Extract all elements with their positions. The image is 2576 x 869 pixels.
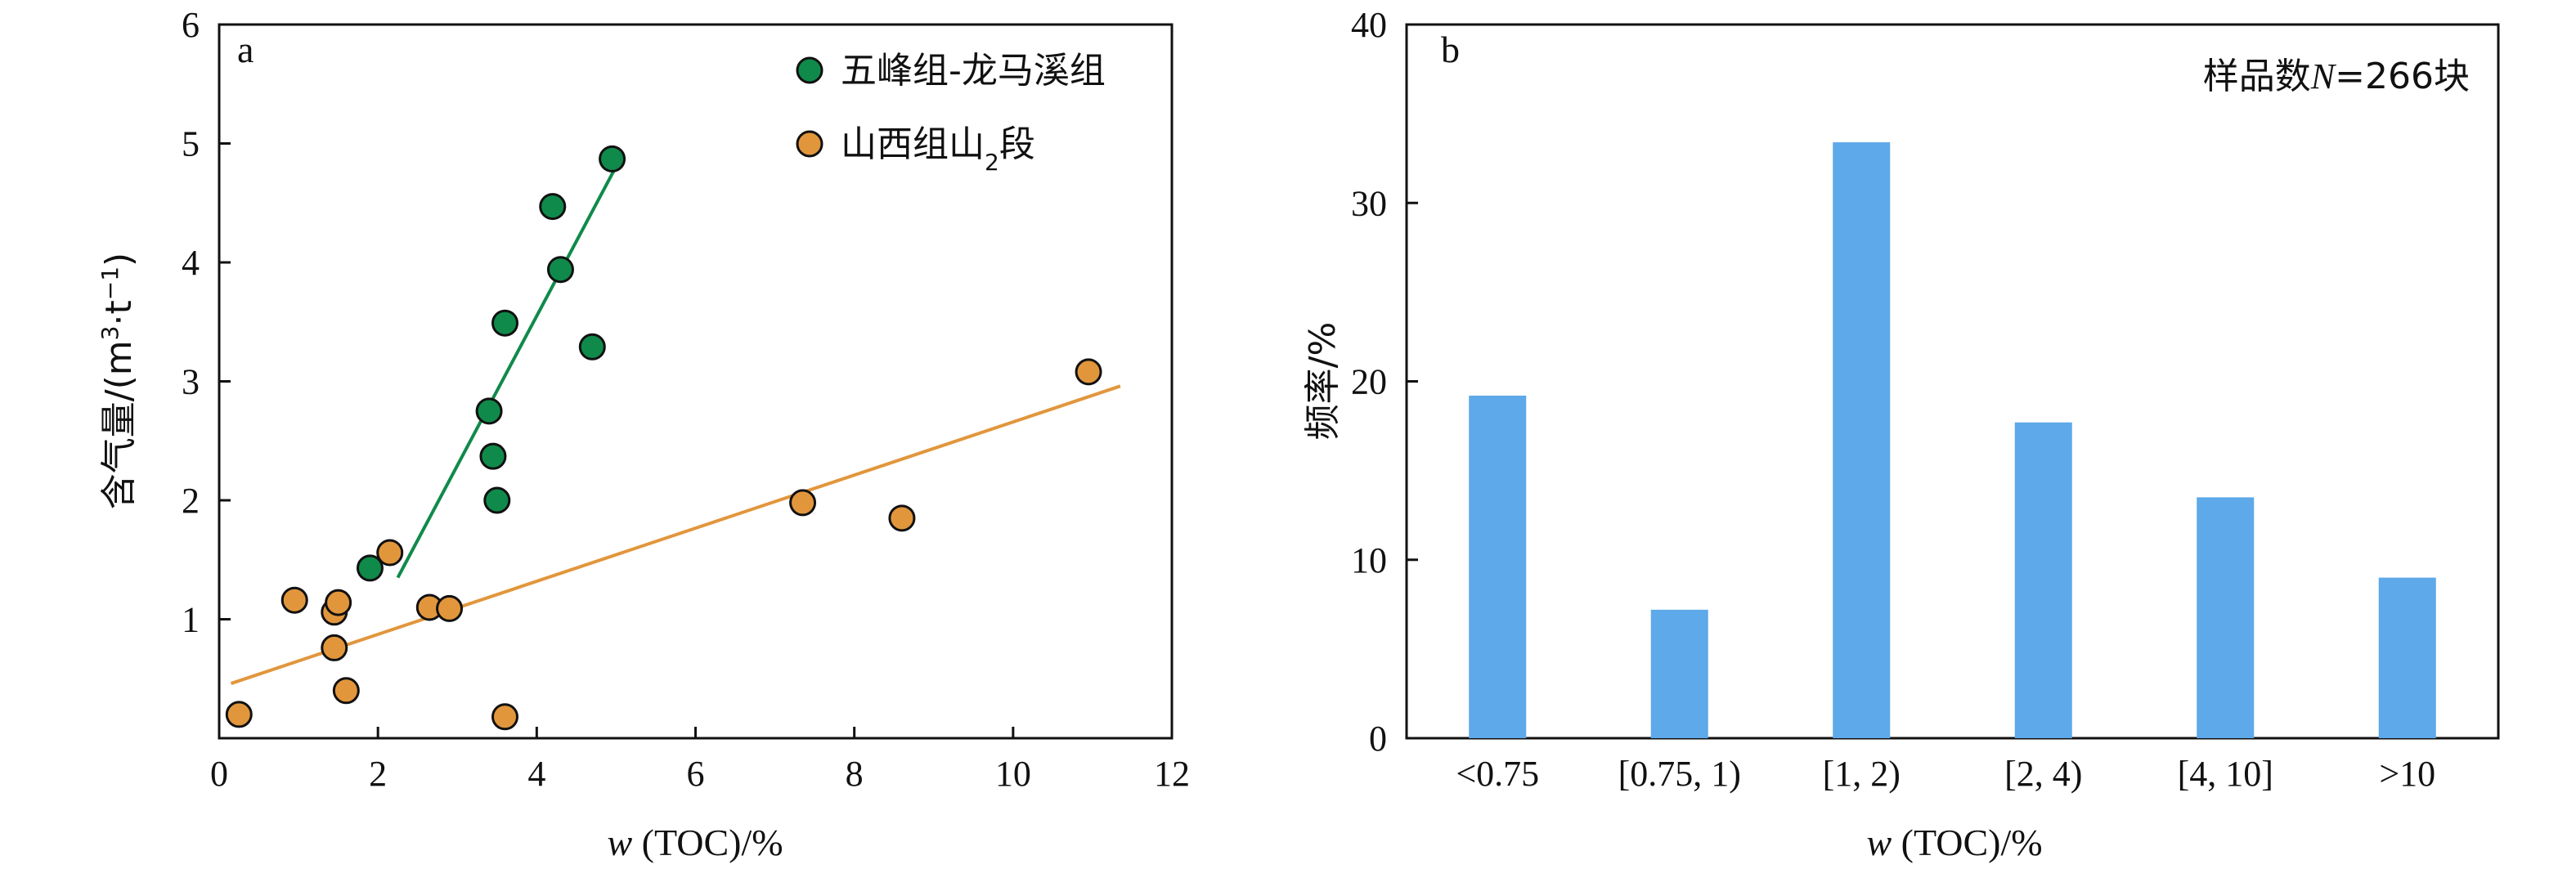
panel-a-y-axis-title-sup2: −1 [96,267,123,300]
panel-a-y-axis-title: 含气量/(m3·t−1) [96,253,141,509]
panel-a-x-tick-label: 12 [1154,754,1190,794]
panel-a-x-ticks: 0 2 4 6 8 10 12 [210,727,1190,794]
trendline-shanxi [230,384,1121,685]
panel-a-y-ticks: 1 2 3 4 5 6 [182,5,231,640]
point-wufeng-longmaxi [479,442,507,470]
panel-a-x-axis-title-italic: w [607,822,632,863]
panel-a-x-tick-label: 8 [846,754,864,794]
panel-a-y-axis-title-mid: ·t [98,300,140,325]
panel-b-sample-count-annotation: 样品数N=266块 [2203,56,2470,97]
trendline-wufeng-longmaxi [396,158,622,579]
point-shanxi [321,634,348,661]
panel-a-y-tick-label: 2 [182,481,200,521]
panel-b-y-ticks: 0 10 20 30 40 [1351,5,1418,759]
point-shanxi [325,589,352,616]
panel-a-legend: 五峰组-龙马溪组 山西组山2段 [796,50,1106,176]
point-wufeng-longmaxi [491,309,518,337]
panel-b-category-label: [1, 2) [1823,754,1901,794]
legend-label-shanxi: 山西组山2段 [841,123,1035,176]
panel-a-y-tick-label: 3 [182,362,200,402]
legend-label-wufeng-longmaxi: 五峰组-龙马溪组 [841,50,1106,92]
panel-b-category-label: <0.75 [1456,754,1539,794]
panel-b-category-label: >10 [2379,754,2435,794]
legend-marker-shanxi [796,130,824,158]
panel-a-label: a [237,29,254,70]
panel-a-y-axis-title-main: 含气量/(m [98,340,140,509]
point-wufeng-longmaxi [539,193,567,221]
panel-b-bars [1469,142,2436,739]
annotation-post: =266块 [2335,56,2470,97]
panel-a-y-tick-label: 4 [182,243,200,283]
panel-b-y-axis-title: 频率/% [1302,322,1344,441]
point-wufeng-longmaxi [546,256,574,284]
panel-b-y-tick-label: 40 [1351,5,1387,45]
point-shanxi [280,586,308,614]
point-shanxi [225,701,253,728]
panel-a-trendlines [230,158,1121,685]
point-wufeng-longmaxi [599,145,626,172]
panel-a-x-tick-label: 2 [369,754,387,794]
bar [1833,142,1891,739]
point-wufeng-longmaxi [475,397,503,425]
panel-a-x-tick-label: 10 [995,754,1031,794]
panel-a-y-tick-label: 5 [182,124,200,164]
legend-label-shanxi-main: 山西组山 [841,123,985,165]
point-shanxi [376,539,404,567]
panel-b-category-label: [2, 4) [2004,754,2082,794]
bar [2014,422,2072,738]
legend-label-shanxi-sub: 2 [985,149,999,176]
panel-b-plot-frame [1405,23,2500,740]
panel-a-y-tick-label: 6 [182,5,200,45]
bar [2197,497,2255,738]
panel-a-y-axis-title-end: ) [98,253,140,267]
panel-b-category-label: [0.75, 1) [1618,754,1741,794]
panel-b-x-axis-title-rest: (TOC)/% [1892,822,2042,863]
panel-b-category-label: [4, 10] [2178,754,2273,794]
panel-a-x-tick-label: 6 [687,754,705,794]
annotation-italic: N [2310,56,2337,96]
point-wufeng-longmaxi [356,554,384,582]
panel-b-x-axis-title: w (TOC)/% [1866,822,2042,863]
panel-b-y-tick-label: 0 [1369,719,1387,759]
annotation-pre: 样品数 [2203,56,2311,97]
bar [1469,395,1527,738]
panel-a-y-axis-title-sup1: 3 [96,326,123,341]
legend-marker-wufeng-longmaxi [796,56,824,84]
point-shanxi [332,677,360,705]
point-shanxi [436,594,464,622]
point-shanxi [888,504,916,532]
point-shanxi [491,703,518,731]
panel-a-x-tick-label: 4 [527,754,545,794]
panel-a-x-tick-label: 0 [210,754,228,794]
panel-a-points [225,145,1102,731]
panel-b-category-labels: <0.75 [0.75, 1) [1, 2) [2, 4) [4, 10] >10 [1456,754,2435,794]
point-shanxi [789,489,817,517]
panel-b-y-tick-label: 20 [1351,362,1387,402]
point-shanxi [1075,358,1102,386]
panel-b-x-axis-title-italic: w [1866,822,1892,863]
panel-b-y-tick-label: 30 [1351,183,1387,223]
point-wufeng-longmaxi [483,486,511,514]
bar [2378,577,2436,738]
legend-label-shanxi-end: 段 [999,123,1035,165]
panel-b-bar-chart: b 样品数N=266块 0 10 20 30 40 <0.75 [0.75, 1) [1, … [1302,5,2500,863]
panel-b-label: b [1441,29,1460,70]
bar [1650,609,1708,738]
panel-b-y-tick-label: 10 [1351,540,1387,580]
panel-a-x-axis-title: w (TOC)/% [607,822,783,863]
point-wufeng-longmaxi [578,333,606,361]
panel-a-x-axis-title-rest: (TOC)/% [632,822,783,863]
panel-a-y-tick-label: 1 [182,600,200,640]
